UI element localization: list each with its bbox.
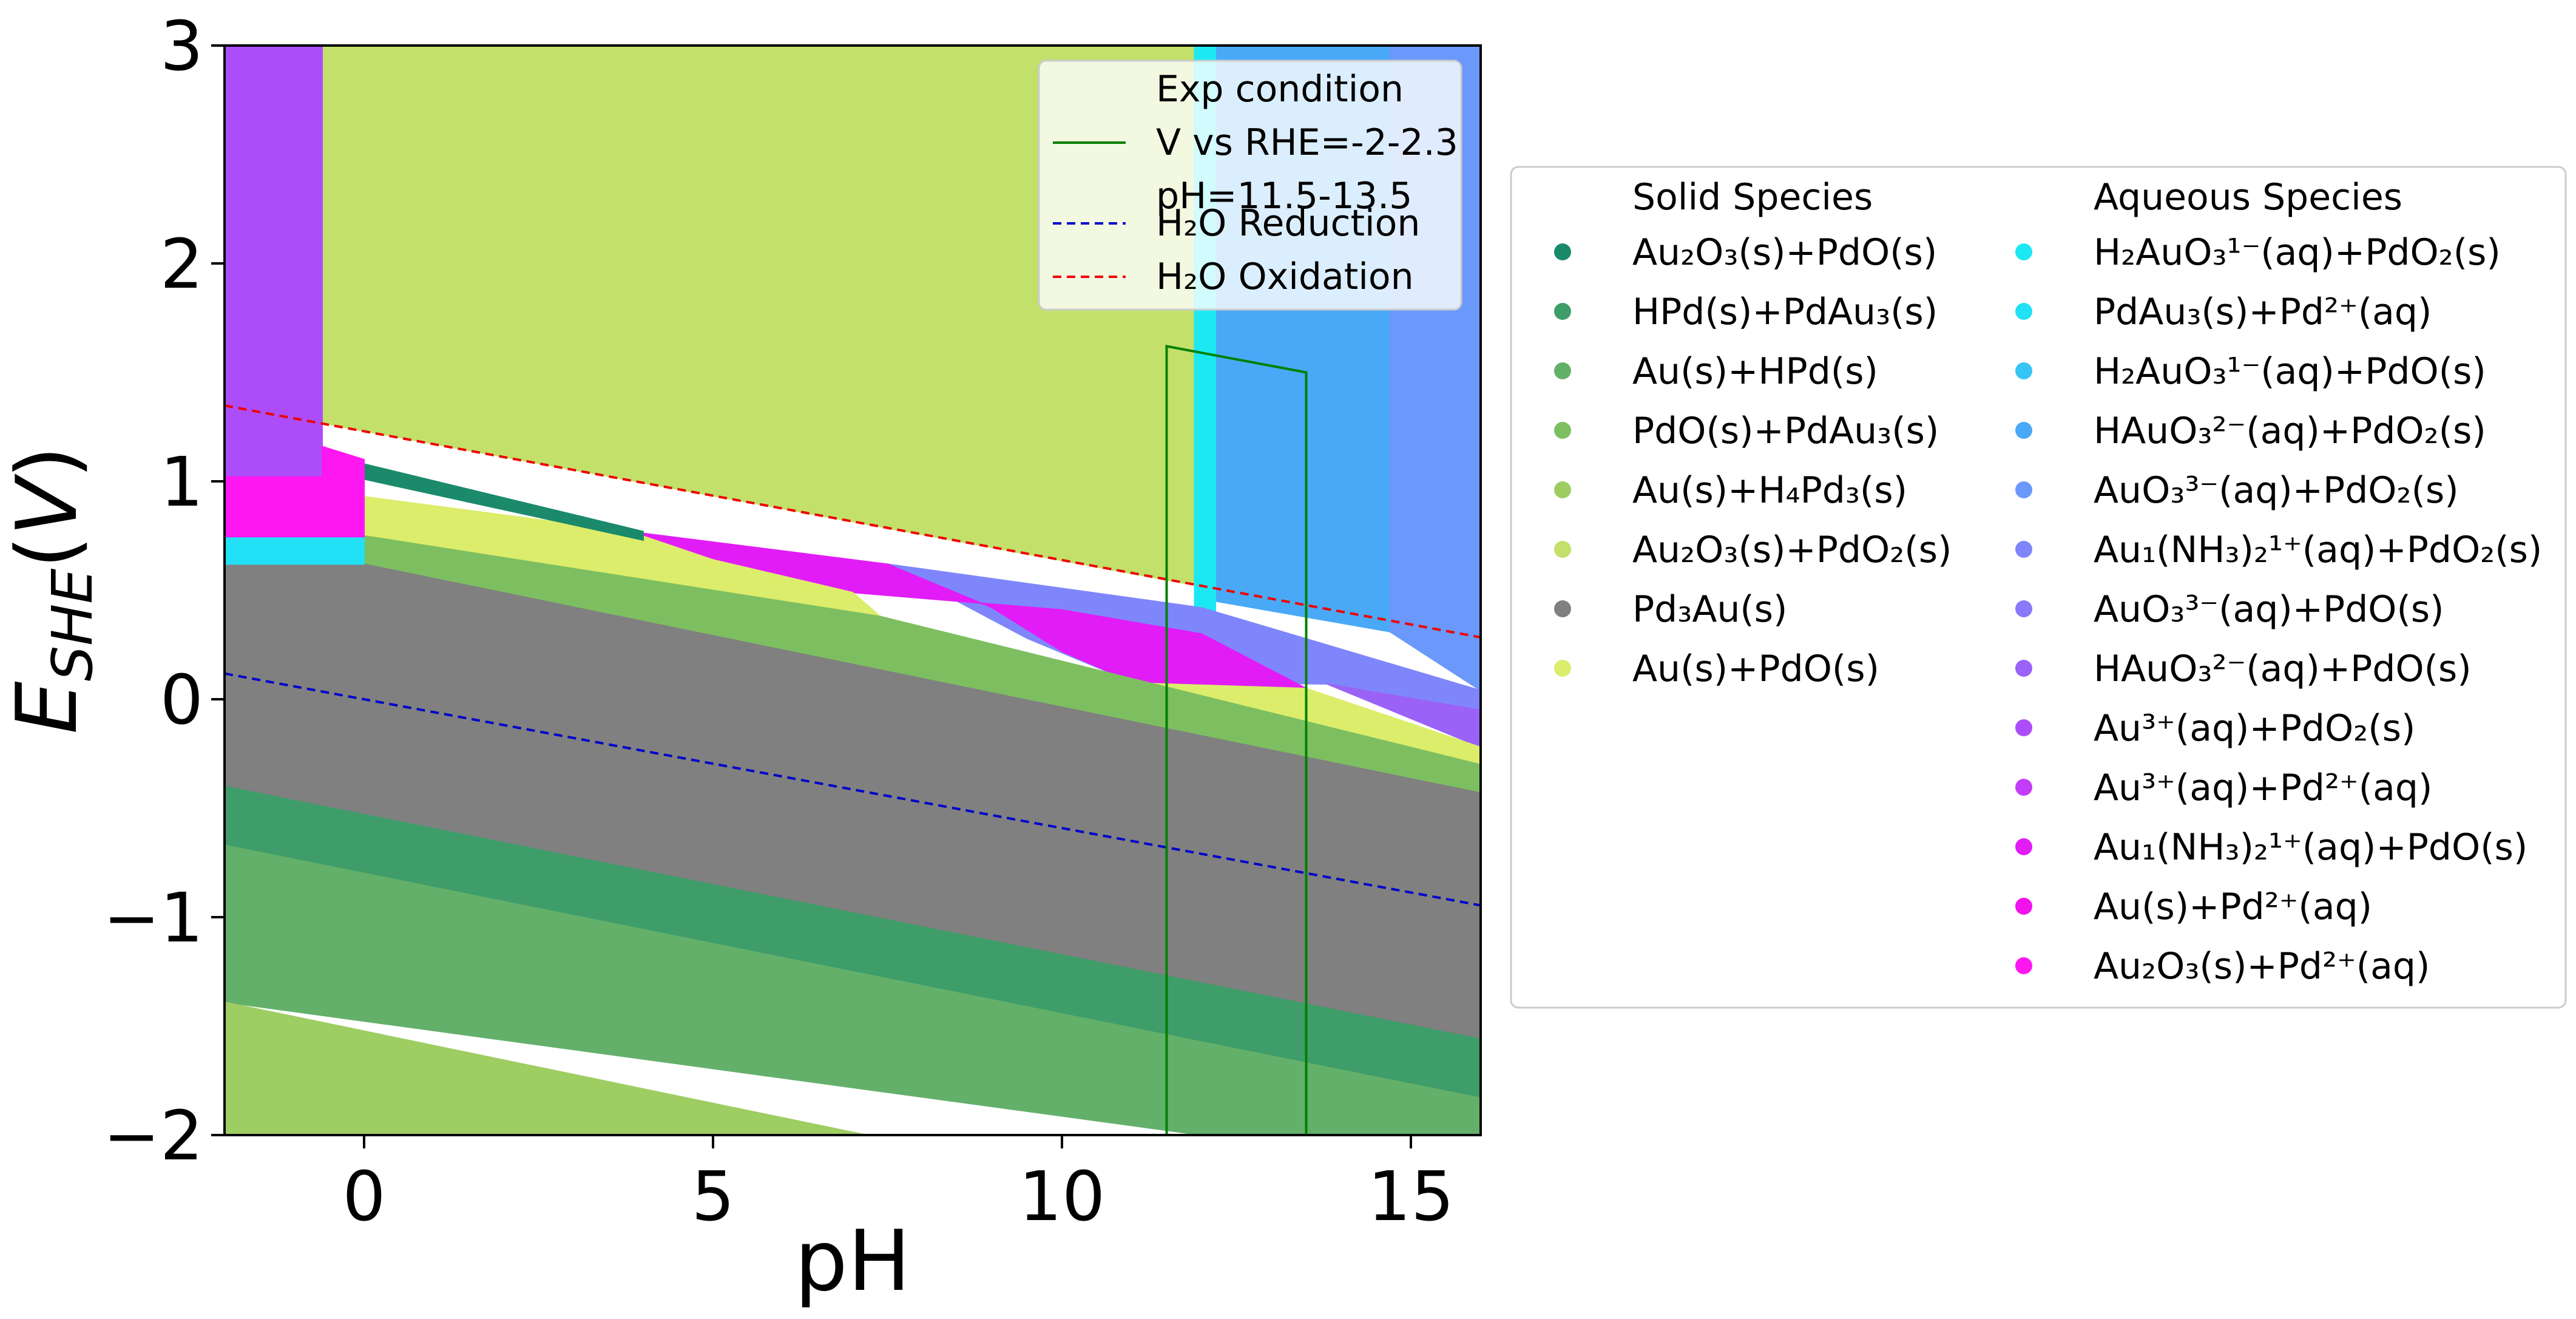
y-tick-label: 0	[160, 661, 203, 740]
line-legend: Exp condition V vs RHE=-2-2.3 pH=11.5-13.5…	[1038, 59, 1462, 311]
species-legend-marker	[2015, 243, 2032, 260]
species-legend-label: Au₁(NH₃)₂¹⁺(aq)+PdO(s)	[2094, 826, 2527, 869]
species-legend-marker	[1554, 362, 1571, 379]
species-legend-label: Au³⁺(aq)+PdO₂(s)	[2094, 707, 2415, 750]
line-legend-label: V vs RHE=-2-2.3	[1156, 121, 1458, 164]
species-legend-marker	[2015, 779, 2032, 796]
y-axis-label: ESHE(V)	[0, 446, 105, 734]
x-tick-label: 10	[1019, 1158, 1106, 1236]
species-legend-marker	[2015, 303, 2032, 320]
line-legend-label: Exp condition	[1156, 68, 1404, 110]
species-legend-label: Au₂O₃(s)+PdO₂(s)	[1632, 529, 1952, 571]
x-axis-label: pH	[794, 1212, 910, 1310]
species-legend-label: Pd₃Au(s)	[1632, 588, 1787, 631]
species-legend-marker	[1554, 481, 1571, 498]
y-tick-label: −1	[103, 879, 203, 958]
line-legend-label: H₂O Oxidation	[1156, 256, 1414, 298]
species-legend-box	[1510, 166, 2567, 1009]
species-legend-label: HAuO₃²⁻(aq)+PdO(s)	[2094, 648, 2472, 690]
line-legend-box	[1038, 59, 1462, 311]
species-legend-label: Au₂O₃(s)+Pd²⁺(aq)	[2094, 945, 2430, 988]
region-au3-aq-pdo2-s-	[225, 46, 323, 478]
species-legend-marker	[2015, 481, 2032, 498]
species-legend-marker	[2015, 660, 2032, 677]
region-pdau3-s-pd2-aq-	[225, 537, 365, 565]
species-legend-marker	[1554, 600, 1571, 617]
region-au2o3-s-pd2-aq-	[225, 446, 365, 539]
line-h-o-reduction	[225, 672, 1481, 907]
line-h-o-oxidation	[225, 404, 1481, 639]
species-legend-label: AuO₃³⁻(aq)+PdO₂(s)	[2094, 469, 2459, 512]
region-au-s-h4pd3-s-	[225, 1001, 867, 1135]
species-legend-label: PdAu₃(s)+Pd²⁺(aq)	[2094, 291, 2432, 333]
species-legend-label: PdO(s)+PdAu₃(s)	[1632, 410, 1939, 452]
species-legend-label: Au₁(NH₃)₂¹⁺(aq)+PdO₂(s)	[2094, 529, 2542, 571]
species-legend-label: H₂AuO₃¹⁻(aq)+PdO₂(s)	[2094, 231, 2501, 274]
chart-lines	[225, 344, 1481, 1135]
species-legend-label: Au(s)+PdO(s)	[1632, 648, 1879, 690]
species-legend-label: Au(s)+HPd(s)	[1632, 350, 1878, 393]
x-tick-label: 0	[342, 1158, 385, 1236]
species-legend-label: Au₂O₃(s)+PdO(s)	[1632, 231, 1937, 274]
y-tick-label: 1	[160, 443, 203, 522]
species-legend-heading: Solid Species	[1632, 176, 1873, 219]
x-tick-label: 5	[691, 1158, 734, 1236]
species-legend-marker	[1554, 303, 1571, 320]
species-legend-label: Au(s)+Pd²⁺(aq)	[2094, 886, 2372, 928]
species-legend-marker	[2015, 541, 2032, 558]
region-hauo3-2-aq-pdo-s-	[1327, 683, 1481, 748]
species-legend-marker	[2015, 600, 2032, 617]
y-tick-label: −2	[103, 1097, 203, 1176]
axis-ticks: 0 5 10 15 −2 −1 0 1 2 3	[103, 7, 1454, 1236]
species-legend-marker	[2015, 362, 2032, 379]
species-legend-label: Au³⁺(aq)+Pd²⁺(aq)	[2094, 767, 2432, 809]
species-legend-marker	[2015, 898, 2032, 915]
line-legend-label: H₂O Reduction	[1156, 202, 1420, 245]
species-legend-marker	[2015, 422, 2032, 439]
species-legend-label: H₂AuO₃¹⁻(aq)+PdO(s)	[2094, 350, 2486, 393]
line-legend-label: pH=11.5-13.5	[1156, 175, 1412, 217]
x-tick-label: 15	[1368, 1158, 1455, 1236]
species-legend-heading: Aqueous Species	[2094, 176, 2402, 219]
species-legend-marker	[1554, 660, 1571, 677]
species-legend-marker	[1554, 243, 1571, 260]
species-legend-label: HAuO₃²⁻(aq)+PdO₂(s)	[2094, 410, 2486, 452]
line-exp-condition	[1165, 344, 1308, 1135]
y-tick-label: 3	[160, 7, 203, 86]
species-legend-marker	[2015, 838, 2032, 855]
plot-frame	[223, 44, 1482, 1136]
species-legend-marker	[2015, 957, 2032, 974]
species-legend-marker	[1554, 422, 1571, 439]
y-tick-label: 2	[160, 225, 203, 304]
species-legend: Solid Species Au₂O₃(s)+PdO(s) HPd(s)+PdAu₃…	[1510, 166, 2567, 1009]
species-legend-marker	[2015, 719, 2032, 736]
species-legend-label: Au(s)+H₄Pd₃(s)	[1632, 469, 1907, 512]
species-legend-label: AuO₃³⁻(aq)+PdO(s)	[2094, 588, 2444, 631]
species-legend-marker	[1554, 541, 1571, 558]
species-legend-label: HPd(s)+PdAu₃(s)	[1632, 291, 1938, 333]
